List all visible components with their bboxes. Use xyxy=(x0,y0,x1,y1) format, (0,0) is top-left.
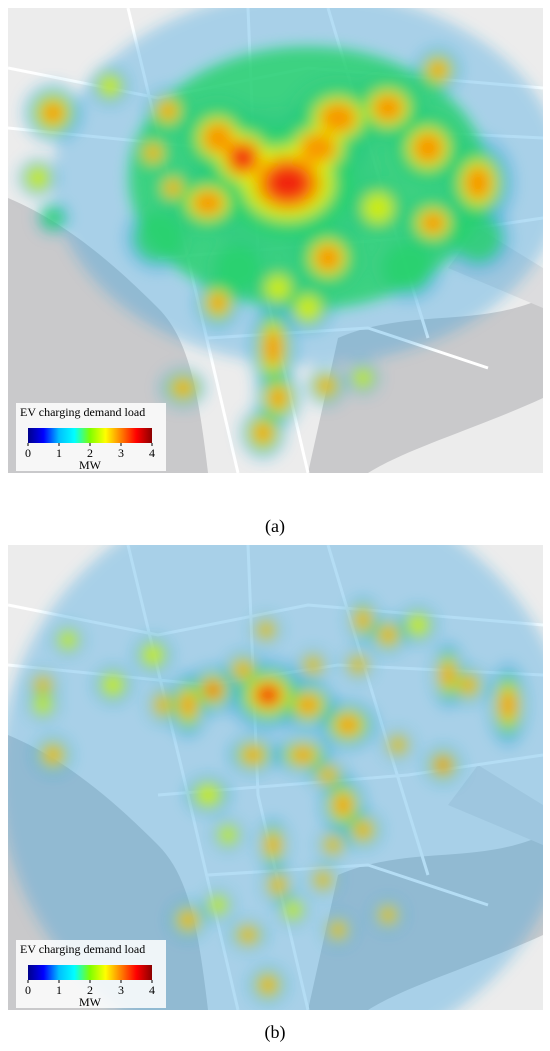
colorbar-tick-label: 0 xyxy=(25,446,31,460)
heat-blob xyxy=(102,674,124,696)
heat-blob xyxy=(209,293,227,313)
heat-blob xyxy=(37,679,49,691)
heat-blob xyxy=(292,747,314,763)
panel-label: (b) xyxy=(264,1022,286,1042)
heat-blob xyxy=(193,191,223,215)
heat-blob xyxy=(244,747,262,763)
heat-blob xyxy=(337,716,359,734)
colorbar xyxy=(28,965,152,980)
colorbar-tick-label: 1 xyxy=(56,446,62,460)
heat-blob xyxy=(382,909,394,921)
colorbar-tick-label: 3 xyxy=(118,446,124,460)
heat-blob xyxy=(332,924,344,936)
heatmap-panel-b: EV charging demand load 0 1 2 3 4 MW xyxy=(8,545,543,1010)
heat-blob xyxy=(219,826,237,844)
heat-blob xyxy=(327,839,339,851)
colorbar xyxy=(28,428,152,443)
heat-blob xyxy=(357,611,369,629)
heat-blob xyxy=(460,677,476,693)
heat-blob xyxy=(355,822,371,838)
heat-blob xyxy=(209,896,227,914)
colorbar-unit: MW xyxy=(79,458,102,472)
heat-blob xyxy=(407,614,429,636)
heat-blob xyxy=(45,747,61,763)
heat-blob xyxy=(266,165,310,201)
heat-blob xyxy=(373,94,403,122)
heat-blob xyxy=(159,102,177,120)
colorbar-tick-label: 0 xyxy=(25,983,31,997)
colorbar-tick-label: 1 xyxy=(56,983,62,997)
heat-blob xyxy=(180,912,196,928)
heat-blob xyxy=(317,874,329,886)
heat-blob xyxy=(500,690,516,720)
heat-blob xyxy=(231,146,255,170)
heat-blob xyxy=(174,380,192,396)
heat-blob xyxy=(180,693,196,717)
heat-blob xyxy=(354,369,372,387)
legend-title: EV charging demand load xyxy=(20,942,145,956)
heat-blob xyxy=(99,75,121,97)
heat-blob xyxy=(272,877,284,893)
heat-blob xyxy=(380,627,396,643)
heat-blob xyxy=(454,214,502,262)
heat-blob xyxy=(42,102,64,124)
heat-blob xyxy=(284,901,302,919)
heat-blob xyxy=(320,769,336,781)
heat-blob xyxy=(314,244,342,272)
heat-blob xyxy=(145,145,161,161)
heat-blob xyxy=(142,644,164,666)
heat-blob xyxy=(240,929,256,941)
heat-blob xyxy=(384,244,432,292)
heat-blob xyxy=(254,423,272,443)
heat-blob xyxy=(27,167,49,189)
colorbar-tick-label: 3 xyxy=(118,983,124,997)
heat-blob xyxy=(429,61,447,79)
heatmap-panel-a: EV charging demand load 0 1 2 3 4 MW xyxy=(8,8,543,473)
heat-blob xyxy=(307,659,319,671)
heat-blob xyxy=(438,760,448,770)
heat-blob xyxy=(59,631,77,649)
heat-blob xyxy=(216,246,260,290)
heat-blob xyxy=(264,330,282,366)
heat-blob xyxy=(196,784,220,806)
heat-blob xyxy=(295,295,321,321)
heat-blob xyxy=(334,794,352,816)
heatmap xyxy=(17,8,543,461)
heat-blob xyxy=(265,275,291,301)
heat-blob xyxy=(260,624,272,636)
heat-blob xyxy=(413,133,443,163)
heatmap xyxy=(8,545,543,1010)
heat-blob xyxy=(392,739,404,751)
heat-blob xyxy=(464,166,492,200)
heat-blob xyxy=(165,180,181,196)
heat-blob xyxy=(41,206,65,230)
colorbar-tick-label: 2 xyxy=(87,983,93,997)
heat-blob xyxy=(352,659,364,671)
heat-blob xyxy=(34,696,52,714)
heat-blob xyxy=(318,378,334,394)
heat-blob xyxy=(203,123,233,153)
heat-blob xyxy=(362,192,394,224)
colorbar-unit: MW xyxy=(79,995,102,1009)
heat-blob xyxy=(297,696,319,714)
heat-blob xyxy=(134,214,182,262)
heat-blob xyxy=(207,684,219,696)
colorbar-tick-label: 2 xyxy=(87,446,93,460)
heat-blob xyxy=(421,212,445,234)
heat-blob xyxy=(300,133,336,163)
heat-blob xyxy=(235,662,251,678)
colorbar-tick-label: 4 xyxy=(149,446,155,460)
heat-blob xyxy=(442,663,454,687)
heat-blob xyxy=(157,697,169,713)
panel-label: (a) xyxy=(265,516,285,536)
heat-blob xyxy=(267,835,279,855)
colorbar-tick-label: 4 xyxy=(149,983,155,997)
heat-blob xyxy=(258,686,278,704)
heat-blob xyxy=(260,977,276,993)
heat-blob xyxy=(269,387,287,409)
legend-title: EV charging demand load xyxy=(20,405,145,419)
heat-blob xyxy=(320,103,356,133)
